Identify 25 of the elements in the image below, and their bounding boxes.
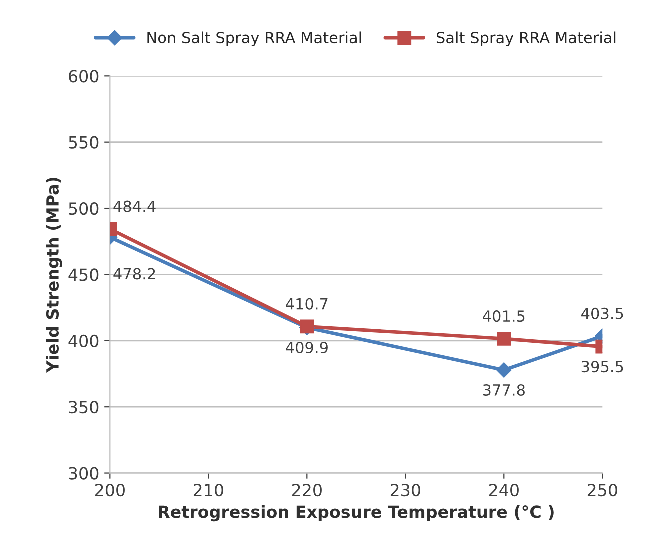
y-tick-label: 600 (69, 70, 99, 83)
y-tick-label: 300 (69, 467, 99, 480)
y-tick-label: 550 (69, 136, 99, 149)
data-label: 403.5 (582, 308, 624, 320)
y-axis-title: Yield Strength (MPa) (46, 178, 62, 374)
y-tick-label: 350 (69, 401, 99, 414)
x-tick-label: 240 (489, 484, 519, 497)
x-axis-title: Retrogression Exposure Temperature (°C ) (159, 505, 554, 522)
y-tick-label: 500 (69, 202, 99, 216)
data-label: 484.4 (114, 200, 156, 212)
data-label: 401.5 (483, 310, 525, 322)
data-label: 395.5 (582, 361, 624, 373)
y-tick-label: 400 (68, 334, 99, 348)
data-label: 410.7 (286, 298, 328, 310)
x-tick-label: 220 (292, 484, 322, 497)
data-label: 478.2 (114, 268, 156, 280)
data-label: 377.8 (483, 384, 525, 396)
x-tick-label: 250 (588, 484, 618, 497)
x-tick-label: 230 (390, 484, 420, 497)
y-tick-label: 450 (68, 268, 99, 282)
data-label: 409.9 (286, 342, 328, 354)
legend-label: Non Salt Spray RRA Material (148, 32, 362, 47)
x-tick-label: 200 (95, 484, 125, 497)
legend-label: Salt Spray RRA Material (436, 32, 616, 47)
x-tick-label: 210 (194, 484, 224, 497)
